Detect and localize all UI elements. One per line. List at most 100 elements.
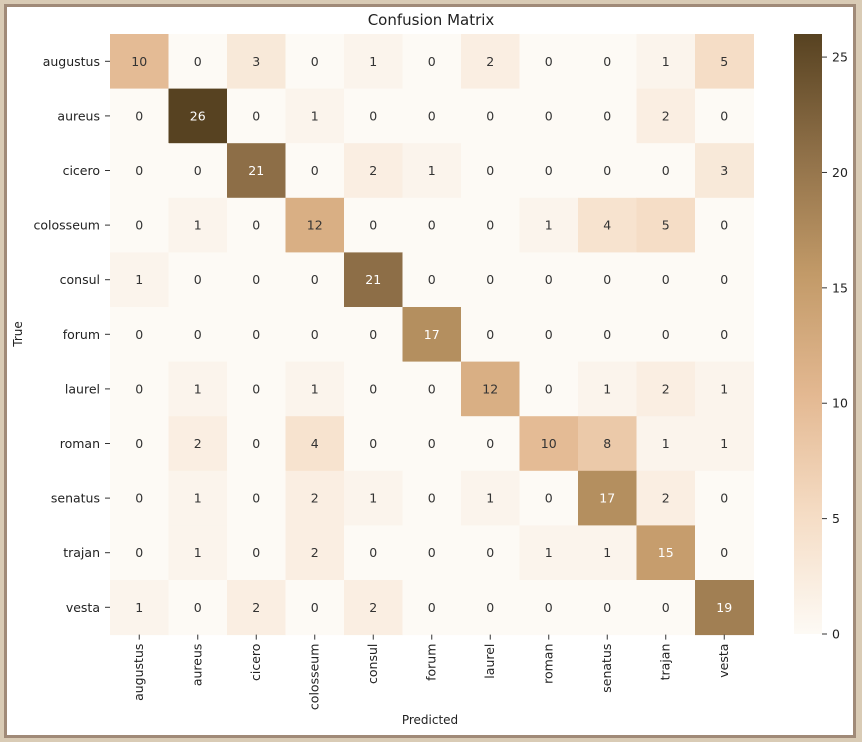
heatmap-cell <box>519 88 579 144</box>
heatmap-cell <box>519 197 579 253</box>
heatmap-cell <box>695 197 754 253</box>
cell-value-label: 1 <box>545 545 553 560</box>
heatmap-cell <box>578 143 637 199</box>
heatmap-cell <box>227 580 286 636</box>
cell-value-label: 0 <box>194 600 202 615</box>
cell-value-label: 0 <box>252 108 260 123</box>
heatmap-cell <box>402 88 462 144</box>
heatmap-cell <box>227 143 286 199</box>
cell-value-label: 0 <box>311 163 319 178</box>
cell-value-label: 1 <box>194 381 202 396</box>
cell-value-label: 0 <box>603 327 611 342</box>
cell-value-label: 0 <box>369 327 377 342</box>
cell-value-label: 0 <box>486 436 494 451</box>
cell-value-label: 0 <box>428 108 436 123</box>
cell-value-label: 15 <box>658 545 674 560</box>
heatmap-cell <box>168 361 228 417</box>
cell-value-label: 0 <box>135 108 143 123</box>
cell-value-label: 10 <box>131 54 147 69</box>
heatmap-cell <box>519 307 579 363</box>
heatmap-cell <box>285 88 345 144</box>
heatmap-cell <box>461 470 520 526</box>
cell-value-label: 2 <box>662 381 670 396</box>
heatmap-cell <box>519 580 579 636</box>
x-tick-label: consul <box>365 644 380 684</box>
heatmap-cell <box>695 252 754 308</box>
cell-value-label: 1 <box>662 436 670 451</box>
cell-value-label: 0 <box>428 600 436 615</box>
heatmap-cell <box>461 580 520 636</box>
heatmap-cell <box>461 416 520 472</box>
heatmap-cell <box>519 34 579 90</box>
heatmap-cell <box>519 252 579 308</box>
chart-title: Confusion Matrix <box>367 11 495 29</box>
heatmap-cell <box>227 88 286 144</box>
heatmap-cell <box>402 580 462 636</box>
cell-value-label: 0 <box>662 163 670 178</box>
heatmap-cell <box>636 197 696 253</box>
cell-value-label: 0 <box>428 491 436 506</box>
colorbar-tick-label: 25 <box>832 50 848 65</box>
heatmap-cell <box>636 252 696 308</box>
heatmap-cell <box>110 470 169 526</box>
heatmap-cell <box>110 88 169 144</box>
cell-value-label: 2 <box>486 54 494 69</box>
cell-value-label: 0 <box>545 600 553 615</box>
heatmap-cell <box>344 252 403 308</box>
heatmap-cell <box>461 252 520 308</box>
heatmap-cell <box>344 34 403 90</box>
heatmap-cell <box>695 143 754 199</box>
heatmap-cell <box>578 361 637 417</box>
heatmap-cell <box>636 143 696 199</box>
cell-value-label: 2 <box>252 600 260 615</box>
heatmap-cell <box>402 416 462 472</box>
heatmap-cell <box>227 252 286 308</box>
x-tick-label: augustus <box>131 644 146 701</box>
heatmap-cell <box>695 470 754 526</box>
cell-value-label: 10 <box>541 436 557 451</box>
heatmap-cell <box>578 416 637 472</box>
heatmap-cell <box>110 525 169 581</box>
cell-value-label: 0 <box>720 545 728 560</box>
cell-value-label: 0 <box>135 327 143 342</box>
heatmap-cell <box>227 307 286 363</box>
heatmap-cell <box>285 470 345 526</box>
cell-value-label: 2 <box>311 545 319 560</box>
cell-value-label: 0 <box>603 54 611 69</box>
heatmap-cell <box>285 34 345 90</box>
cell-value-label: 0 <box>252 436 260 451</box>
cell-value-label: 0 <box>662 272 670 287</box>
y-tick-label: vesta <box>66 600 100 615</box>
cell-value-label: 1 <box>135 272 143 287</box>
heatmap-cell <box>285 580 345 636</box>
heatmap-cell <box>461 34 520 90</box>
x-tick-label: forum <box>424 644 439 681</box>
x-tick-label: roman <box>541 644 556 684</box>
cell-value-label: 2 <box>369 163 377 178</box>
cell-value-label: 1 <box>311 108 319 123</box>
cell-value-label: 17 <box>599 491 615 506</box>
heatmap-cell <box>636 88 696 144</box>
heatmap-cell <box>110 580 169 636</box>
heatmap-cell <box>344 416 403 472</box>
cell-value-label: 1 <box>369 54 377 69</box>
cell-value-label: 0 <box>720 218 728 233</box>
cell-value-label: 1 <box>486 491 494 506</box>
heatmap-cell <box>110 307 169 363</box>
heatmap-cell <box>168 34 228 90</box>
cell-value-label: 0 <box>545 272 553 287</box>
cell-value-label: 0 <box>252 272 260 287</box>
cell-value-label: 0 <box>486 327 494 342</box>
heatmap-cell <box>695 416 754 472</box>
heatmap-cell <box>402 197 462 253</box>
cell-value-label: 0 <box>311 54 319 69</box>
heatmap-cell <box>636 307 696 363</box>
cell-value-label: 1 <box>311 381 319 396</box>
cell-value-label: 0 <box>603 272 611 287</box>
colorbar-tick-label: 0 <box>832 627 840 642</box>
colorbar-tick-label: 5 <box>832 511 840 526</box>
colorbar-tick-label: 20 <box>832 165 848 180</box>
heatmap-cell <box>227 470 286 526</box>
heatmap-cell <box>168 525 228 581</box>
